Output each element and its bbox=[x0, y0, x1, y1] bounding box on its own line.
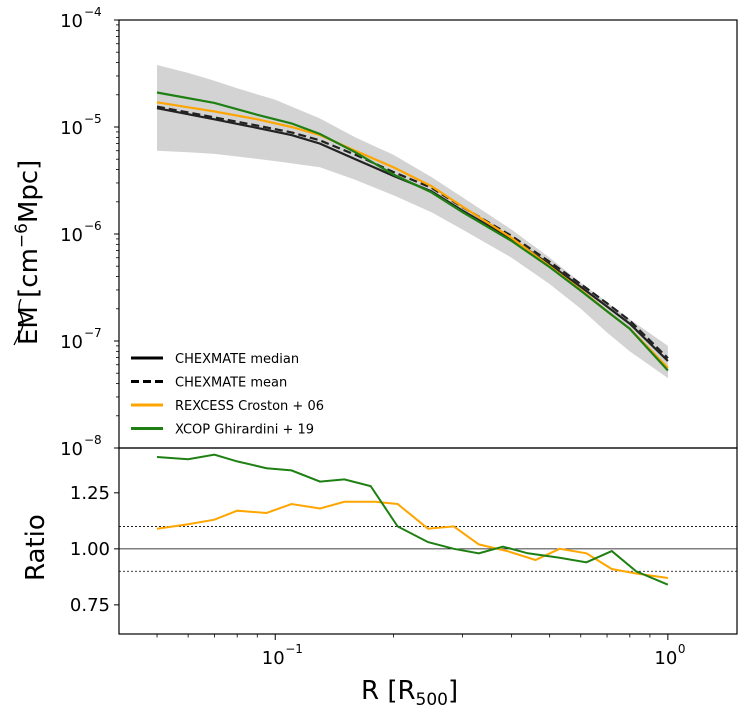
bottom-series-group bbox=[156, 453, 669, 586]
series-line-xcop-ghirardini-19 bbox=[156, 91, 669, 372]
x-label-main: R [R bbox=[361, 676, 416, 706]
top-y-tick-label: 10 bbox=[60, 225, 83, 246]
legend-label: REXCESS Croston + 06 bbox=[175, 399, 324, 414]
top-y-tick-label: 10 bbox=[60, 118, 83, 139]
y-label-units: [cm bbox=[14, 248, 44, 298]
ratio-axis-label: Ratio bbox=[21, 514, 51, 581]
x-tick-label: 10 bbox=[654, 648, 677, 669]
x-axis-label: R [R500] bbox=[361, 676, 458, 710]
y-label-units-end: Mpc] bbox=[14, 160, 44, 223]
top-y-axis-label: EM [cm−6Mpc] bbox=[12, 160, 44, 346]
y-label-exponent: −6 bbox=[12, 223, 32, 248]
bottom-y-tick-label: 1.25 bbox=[70, 483, 110, 504]
top-panel: 10−410−510−610−710−8 CHEXMATE medianCHEX… bbox=[12, 5, 738, 460]
series-line-chexmate-mean bbox=[156, 105, 669, 359]
top-y-tick-exponent: −5 bbox=[84, 112, 102, 126]
top-y-axis-label-text: EM [cm−6Mpc] bbox=[12, 160, 44, 345]
x-axis-label-text: R [R500] bbox=[361, 676, 458, 710]
bottom-panel: 0.751.001.25 10 −1 10 0 Ratio R [R500] bbox=[21, 447, 738, 710]
top-series-group bbox=[156, 91, 669, 372]
bottom-y-tick-label: 0.75 bbox=[70, 595, 110, 616]
ratio-line-xcop-ghirardini-19 bbox=[156, 453, 669, 586]
bottom-y-tick-label: 1.00 bbox=[70, 539, 110, 560]
legend-label: CHEXMATE mean bbox=[175, 376, 287, 391]
x-tick-exponent: 0 bbox=[678, 642, 686, 656]
scatter-band bbox=[157, 65, 668, 379]
legend-label: CHEXMATE median bbox=[175, 352, 299, 367]
top-y-tick-label: 10 bbox=[60, 11, 83, 32]
legend-label: XCOP Ghirardini + 19 bbox=[175, 423, 314, 438]
top-y-tick-label: 10 bbox=[60, 439, 83, 460]
bottom-y-ticks: 0.75 1.00 1.25 bbox=[70, 483, 119, 616]
top-y-tick-exponent: −6 bbox=[84, 219, 102, 233]
reference-lines bbox=[119, 526, 737, 572]
legend: CHEXMATE median CHEXMATE mean REXCESS Cros… bbox=[131, 352, 324, 438]
top-y-tick-exponent: −8 bbox=[84, 433, 102, 447]
x-ticks: 10 −1 10 0 bbox=[156, 634, 686, 669]
x-tick-exponent: −1 bbox=[285, 642, 303, 656]
ratio-line-rexcess-croston-06 bbox=[156, 500, 669, 579]
top-y-tick-exponent: −4 bbox=[84, 5, 102, 19]
bottom-panel-frame bbox=[118, 447, 738, 635]
top-y-tick-exponent: −7 bbox=[84, 326, 102, 340]
x-tick-label: 10 bbox=[262, 648, 285, 669]
top-y-tick-label: 10 bbox=[60, 332, 83, 353]
top-y-ticks: 10−410−510−610−710−8 bbox=[60, 5, 119, 460]
y-label-tilde bbox=[13, 298, 24, 346]
x-label-sub: 500 bbox=[416, 690, 448, 710]
x-label-end: ] bbox=[448, 676, 458, 706]
